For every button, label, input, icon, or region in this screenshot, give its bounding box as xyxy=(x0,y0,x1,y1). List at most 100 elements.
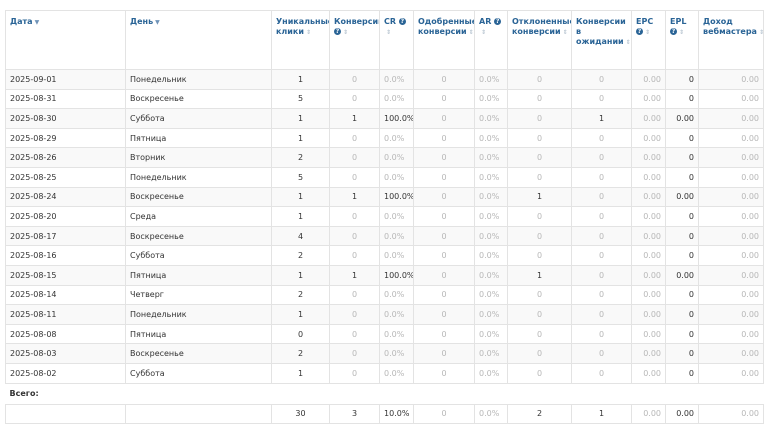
cell-pending: 0 xyxy=(571,264,632,286)
cell-day: Суббота xyxy=(125,362,272,384)
cell-cr: 0.0% xyxy=(379,127,414,149)
cell-approved: 0 xyxy=(413,343,475,364)
column-header-date[interactable]: Дата ▼ xyxy=(5,10,126,70)
sort-icon[interactable]: ⇕ xyxy=(481,29,487,36)
cell-approved: 0 xyxy=(413,323,475,345)
total-cell-ar: 0.0% xyxy=(474,403,508,424)
sort-icon[interactable]: ⇕ xyxy=(679,29,685,36)
stats-table: Дата ▼ День ▼ Уникальные клики ⇕ Конверсии ? ⇕ C… xyxy=(5,10,764,424)
cell-epl: 0 xyxy=(665,88,699,110)
table-row: 2025-08-15 Пятница 1 1 100.0% 0 0.0% 1 0 0.00 0.00… xyxy=(5,264,764,286)
sort-icon[interactable]: ⇕ xyxy=(343,29,349,36)
cell-cr: 100.0% xyxy=(379,108,414,129)
help-icon[interactable]: ? xyxy=(636,28,643,35)
cell-date: 2025-08-11 xyxy=(5,304,126,325)
column-header-ar[interactable]: AR ? ⇕ xyxy=(474,10,508,70)
sort-icon[interactable]: ⇕ xyxy=(386,29,392,36)
column-header-label: Конверсии xyxy=(334,17,380,26)
table-row: 2025-08-25 Понедельник 5 0 0.0% 0 0.0% 0 0 0.00 0 0… xyxy=(5,166,764,188)
sort-icon[interactable]: ⇕ xyxy=(468,29,474,36)
cell-date: 2025-08-14 xyxy=(5,284,126,306)
cell-epc: 0.00 xyxy=(631,284,666,306)
cell-day: Понедельник xyxy=(125,69,272,90)
sort-icon[interactable]: ⇕ xyxy=(305,29,311,36)
column-header-rejected-conversions[interactable]: Отклоненные конверсии ⇕ xyxy=(507,10,572,70)
cell-epc: 0.00 xyxy=(631,323,666,345)
help-icon[interactable]: ? xyxy=(398,18,406,25)
cell-date: 2025-08-29 xyxy=(5,127,126,149)
total-cell-epl: 0.00 xyxy=(665,403,699,424)
cell-date: 2025-08-20 xyxy=(5,206,126,227)
cell-ar: 0.0% xyxy=(474,108,508,129)
column-header-webmaster-income[interactable]: Доход вебмастера ⇕ xyxy=(698,10,764,70)
total-cell-empty xyxy=(5,403,126,424)
cell-pending: 0 xyxy=(571,206,632,227)
cell-rejected: 0 xyxy=(507,225,572,247)
cell-approved: 0 xyxy=(413,186,475,208)
cell-approved: 0 xyxy=(413,127,475,149)
help-icon[interactable]: ? xyxy=(334,28,341,35)
cell-cr: 0.0% xyxy=(379,88,414,110)
column-header-pending-conversions[interactable]: Конверсии в ожидании ⇕ xyxy=(571,10,632,70)
total-cell-conv: 3 xyxy=(329,403,380,424)
column-header-epl[interactable]: EPL ? ⇕ xyxy=(665,10,699,70)
cell-day: Суббота xyxy=(125,108,272,129)
cell-cr: 0.0% xyxy=(379,69,414,90)
cell-rejected: 1 xyxy=(507,264,572,286)
cell-epc: 0.00 xyxy=(631,362,666,384)
cell-day: Понедельник xyxy=(125,166,272,188)
cell-ar: 0.0% xyxy=(474,206,508,227)
sort-icon[interactable]: ⇕ xyxy=(758,29,764,36)
sort-icon[interactable]: ⇕ xyxy=(645,29,651,36)
cell-day: Вторник xyxy=(125,147,272,168)
column-header-day[interactable]: День ▼ xyxy=(125,10,272,70)
cell-rejected: 0 xyxy=(507,343,572,364)
table-row: 2025-08-14 Четверг 2 0 0.0% 0 0.0% 0 0 0.00 0 0.00 xyxy=(5,284,764,306)
cell-conv: 0 xyxy=(329,147,380,168)
cell-pending: 0 xyxy=(571,245,632,266)
cell-approved: 0 xyxy=(413,284,475,306)
cell-conv: 1 xyxy=(329,186,380,208)
cell-epl: 0 xyxy=(665,69,699,90)
cell-ar: 0.0% xyxy=(474,225,508,247)
cell-epc: 0.00 xyxy=(631,245,666,266)
cell-cr: 0.0% xyxy=(379,166,414,188)
column-header-approved-conversions[interactable]: Одобренные конверсии ⇕ xyxy=(413,10,475,70)
column-header-conversions[interactable]: Конверсии ? ⇕ xyxy=(329,10,380,70)
cell-approved: 0 xyxy=(413,69,475,90)
cell-day: Воскресенье xyxy=(125,88,272,110)
cell-cr: 100.0% xyxy=(379,186,414,208)
column-header-unique-clicks[interactable]: Уникальные клики ⇕ xyxy=(271,10,330,70)
cell-epl: 0 xyxy=(665,225,699,247)
help-icon[interactable]: ? xyxy=(494,18,502,25)
cell-epc: 0.00 xyxy=(631,69,666,90)
cell-clicks: 1 xyxy=(271,69,330,90)
table-header-row: Дата ▼ День ▼ Уникальные клики ⇕ Конверсии ? ⇕ C… xyxy=(5,10,764,70)
cell-conv: 0 xyxy=(329,362,380,384)
help-icon[interactable]: ? xyxy=(670,28,677,35)
column-header-label: День xyxy=(130,17,154,26)
cell-pending: 0 xyxy=(571,304,632,325)
cell-pending: 0 xyxy=(571,147,632,168)
column-header-label: AR xyxy=(479,17,492,26)
sort-icon[interactable]: ⇕ xyxy=(562,29,568,36)
cell-date: 2025-08-03 xyxy=(5,343,126,364)
cell-clicks: 2 xyxy=(271,245,330,266)
sort-icon[interactable]: ⇕ xyxy=(625,39,631,46)
cell-rejected: 0 xyxy=(507,166,572,188)
cell-ar: 0.0% xyxy=(474,186,508,208)
cell-epl: 0 xyxy=(665,284,699,306)
column-header-epc[interactable]: EPC ? ⇕ xyxy=(631,10,666,70)
sort-desc-icon[interactable]: ▼ xyxy=(34,19,40,26)
table-row: 2025-08-08 Пятница 0 0 0.0% 0 0.0% 0 0 0.00 0 0.00 xyxy=(5,323,764,345)
cell-date: 2025-08-30 xyxy=(5,108,126,129)
cell-clicks: 1 xyxy=(271,186,330,208)
cell-ar: 0.0% xyxy=(474,264,508,286)
column-header-cr[interactable]: CR ? ⇕ xyxy=(379,10,414,70)
sort-desc-icon[interactable]: ▼ xyxy=(155,19,160,26)
cell-date: 2025-08-24 xyxy=(5,186,126,208)
cell-date: 2025-08-17 xyxy=(5,225,126,247)
table-body: 2025-09-01 Понедельник 1 0 0.0% 0 0.0% 0 0 0.00 0 0… xyxy=(5,69,764,424)
cell-epc: 0.00 xyxy=(631,304,666,325)
total-cell-income: 0.00 xyxy=(698,403,764,424)
